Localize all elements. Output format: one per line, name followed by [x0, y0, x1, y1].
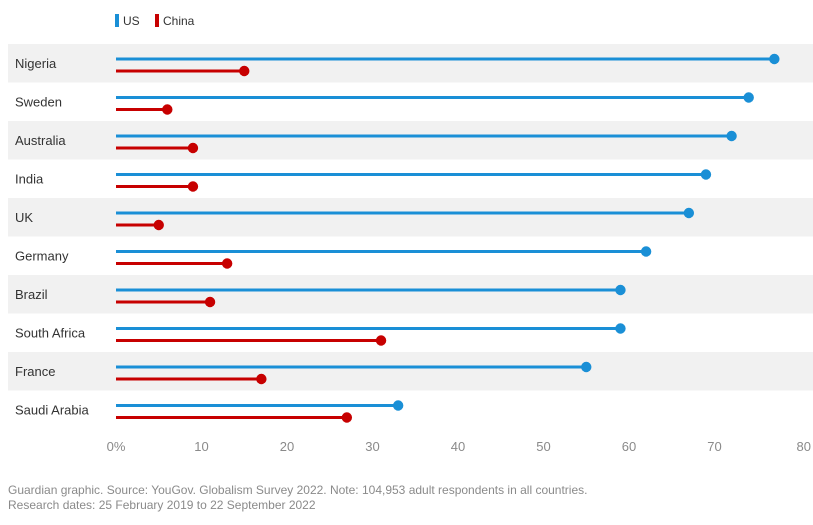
dot-us-sweden [743, 92, 754, 103]
row-band [8, 159, 813, 198]
source-note: Guardian graphic. Source: YouGov. Global… [8, 483, 588, 497]
legend-label-china: China [163, 14, 195, 28]
dot-us-uk [683, 207, 695, 219]
dot-china-france [256, 373, 267, 385]
row-band [8, 121, 813, 160]
x-tick-label: 60 [622, 439, 636, 454]
country-label-france: France [15, 364, 55, 379]
dot-us-germany [640, 246, 652, 257]
dot-us-saudi-arabia [392, 400, 404, 411]
legend-swatch-china [155, 14, 159, 27]
country-labels: Nigeria Sweden Australia India UK Germany Braz… [15, 56, 89, 418]
country-label-uk: UK [15, 210, 33, 225]
dot-us-nigeria [769, 53, 780, 65]
dot-us-india [700, 169, 712, 180]
chart-legend: US China [115, 14, 195, 28]
dot-china-uk [153, 219, 164, 231]
x-tick-label: 40 [451, 439, 465, 454]
dot-us-brazil [615, 284, 626, 296]
row-band [8, 82, 813, 121]
row-bands [8, 44, 813, 429]
chart-footer: Guardian graphic. Source: YouGov. Global… [8, 483, 808, 513]
row-band [8, 198, 813, 237]
x-tick-label: 10 [194, 439, 208, 454]
x-tick-label: 70 [707, 439, 721, 454]
country-label-south-africa: South Africa [15, 326, 86, 341]
dot-china-australia [187, 142, 199, 154]
x-tick-label: 0% [107, 439, 126, 454]
country-label-india: India [15, 172, 44, 187]
dot-china-nigeria [239, 65, 250, 77]
dot-china-saudi-arabia [341, 412, 353, 423]
x-tick-label: 30 [365, 439, 379, 454]
dot-china-brazil [204, 296, 216, 308]
row-band [8, 275, 813, 314]
x-tick-label: 50 [536, 439, 550, 454]
x-tick-label: 80 [797, 439, 811, 454]
dot-us-south-africa [615, 323, 626, 334]
legend-label-us: US [123, 14, 140, 28]
dot-china-sweden [162, 104, 173, 115]
country-label-australia: Australia [15, 133, 66, 148]
x-tick-label: 20 [280, 439, 294, 454]
dot-china-india [187, 181, 199, 192]
dot-us-france [581, 361, 592, 373]
row-band [8, 390, 813, 429]
country-label-germany: Germany [15, 249, 69, 264]
chart-marks [116, 53, 780, 423]
country-label-brazil: Brazil [15, 287, 48, 302]
row-band [8, 352, 813, 391]
dot-china-south-africa [375, 335, 387, 346]
row-band [8, 236, 813, 275]
country-label-saudi-arabia: Saudi Arabia [15, 403, 89, 418]
lollipop-chart: US China Nigeria Sweden Australia India UK Ger… [8, 14, 813, 454]
row-band [8, 313, 813, 352]
country-label-nigeria: Nigeria [15, 56, 57, 71]
dot-us-australia [726, 130, 737, 142]
dot-china-germany [221, 258, 233, 269]
row-band [8, 44, 813, 83]
research-dates-note: Research dates: 25 February 2019 to 22 S… [8, 498, 316, 512]
x-axis: 0% 10 20 30 40 50 60 70 80 [107, 439, 811, 454]
legend-swatch-us [115, 14, 119, 27]
country-label-sweden: Sweden [15, 95, 62, 110]
